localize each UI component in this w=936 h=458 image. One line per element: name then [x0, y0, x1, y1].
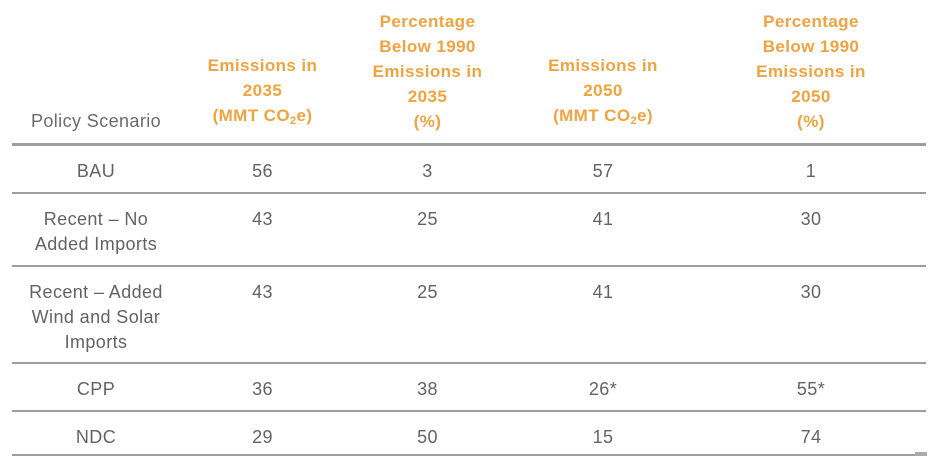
header-line: Below 1990 [379, 36, 476, 56]
scenario-cell: CPP [12, 363, 180, 412]
emissions-2035-cell: 36 [180, 363, 345, 412]
pct-2035-cell: 3 [345, 144, 510, 194]
corner-artifact-mark [915, 452, 927, 456]
emissions-2050-cell: 57 [510, 144, 696, 194]
emissions-2050-cell: 15 [510, 411, 696, 456]
emissions-2035-cell: 43 [180, 266, 345, 364]
emissions-2050-cell: 41 [510, 266, 696, 364]
header-line: Emissions in [756, 61, 866, 81]
pct-2050-cell: 1 [696, 144, 926, 194]
subscript-2: 2 [630, 114, 637, 127]
pct-2035-cell: 25 [345, 193, 510, 267]
subscript-2: 2 [289, 114, 297, 127]
table-row-recent-no-added-imports: Recent – No Added Imports 43 25 41 30 [12, 193, 926, 267]
header-line: Percentage [379, 11, 476, 31]
header-line: Emissions in [548, 55, 658, 75]
table-row-ndc: NDC 29 50 15 74 [12, 411, 926, 456]
header-emissions-2035: Emissions in 2035 (MMT CO2e) [180, 0, 345, 146]
table-row-cpp: CPP 36 38 26* 55* [12, 363, 926, 412]
header-line: (%) [797, 111, 825, 131]
pct-2050-cell: 74 [696, 411, 926, 456]
header-row: Policy Scenario Emissions in 2035 (MMT C… [12, 0, 926, 146]
emissions-2050-cell: 41 [510, 193, 696, 267]
emissions-2035-cell: 29 [180, 411, 345, 456]
header-pct-below-1990-2050: Percentage Below 1990 Emissions in 2050 … [696, 0, 926, 146]
header-unit: (MMT CO2e) [212, 105, 313, 127]
header-line: Emissions in [372, 61, 483, 81]
header-line: Emissions in [207, 55, 318, 75]
pct-2035-cell: 50 [345, 411, 510, 456]
header-pct-below-1990-2035: Percentage Below 1990 Emissions in 2035 … [345, 0, 510, 146]
table-row-recent-added-wind-solar-imports: Recent – Added Wind and Solar Imports 43… [12, 266, 926, 364]
header-line: 2050 [791, 86, 831, 106]
header-line: Below 1990 [762, 36, 860, 56]
header-line: Percentage [763, 11, 859, 31]
scenario-cell: Recent – No Added Imports [12, 193, 180, 267]
pct-2050-cell: 30 [696, 193, 926, 267]
header-line: 2050 [583, 80, 623, 100]
emissions-2050-cell: 26* [510, 363, 696, 412]
header-line: 2035 [407, 86, 448, 106]
header-line: Policy Scenario [30, 110, 162, 131]
table-row-bau: BAU 56 3 57 1 [12, 144, 926, 194]
header-unit: (MMT CO2e) [553, 105, 653, 127]
header-policy-scenario: Policy Scenario [12, 0, 180, 146]
pct-2035-cell: 38 [345, 363, 510, 412]
scenario-cell: BAU [12, 144, 180, 194]
header-line: (%) [413, 111, 442, 131]
pct-2050-cell: 55* [696, 363, 926, 412]
pct-2050-cell: 30 [696, 266, 926, 364]
scenario-cell: NDC [12, 411, 180, 456]
header-emissions-2050: Emissions in 2050 (MMT CO2e) [510, 0, 696, 146]
emissions-2035-cell: 56 [180, 144, 345, 194]
header-line: 2035 [242, 80, 283, 100]
emissions-table: Policy Scenario Emissions in 2035 (MMT C… [12, 0, 926, 456]
emissions-2035-cell: 43 [180, 193, 345, 267]
scenario-cell: Recent – Added Wind and Solar Imports [12, 266, 180, 364]
pct-2035-cell: 25 [345, 266, 510, 364]
